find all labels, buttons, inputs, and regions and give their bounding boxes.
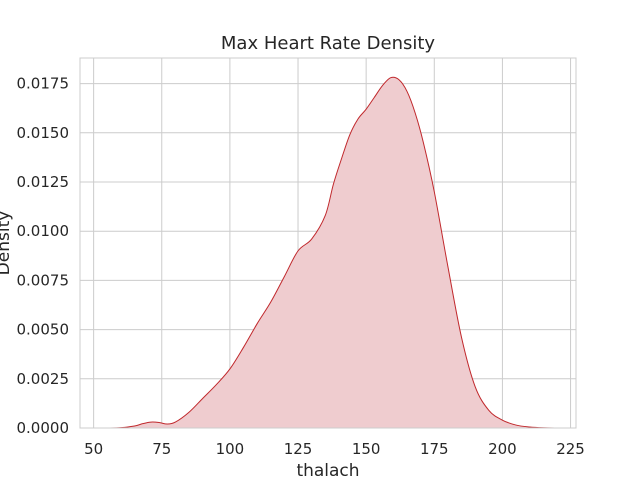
- y-tick-label: 0.0000: [17, 419, 70, 437]
- density-area-fill: [107, 77, 557, 428]
- y-tick-label: 0.0125: [17, 173, 70, 191]
- y-tick-label: 0.0050: [17, 321, 70, 339]
- x-axis-ticks: 50 75 100 125 150 175 200 225: [84, 440, 585, 458]
- plot-frame: [79, 57, 577, 429]
- x-tick-label: 175: [420, 440, 449, 458]
- chart-title: Max Heart Rate Density: [221, 33, 436, 54]
- y-tick-label: 0.0175: [17, 75, 70, 93]
- x-tick-label: 75: [152, 440, 171, 458]
- y-tick-label: 0.0075: [17, 271, 70, 289]
- x-tick-label: 225: [556, 440, 585, 458]
- y-tick-label: 0.0025: [17, 370, 70, 388]
- x-tick-label: 100: [216, 440, 245, 458]
- x-tick-label: 150: [352, 440, 381, 458]
- y-tick-label: 0.0100: [17, 222, 70, 240]
- x-axis-label: thalach: [296, 461, 359, 480]
- y-axis-label: Density: [0, 211, 14, 276]
- y-tick-label: 0.0150: [17, 124, 70, 142]
- x-tick-label: 50: [84, 440, 103, 458]
- density-curve-line: [107, 76, 557, 429]
- x-tick-label: 125: [284, 440, 313, 458]
- y-axis-ticks: 0.0000 0.0025 0.0050 0.0075 0.0100 0.0125 0.01…: [17, 75, 70, 437]
- x-tick-label: 200: [488, 440, 517, 458]
